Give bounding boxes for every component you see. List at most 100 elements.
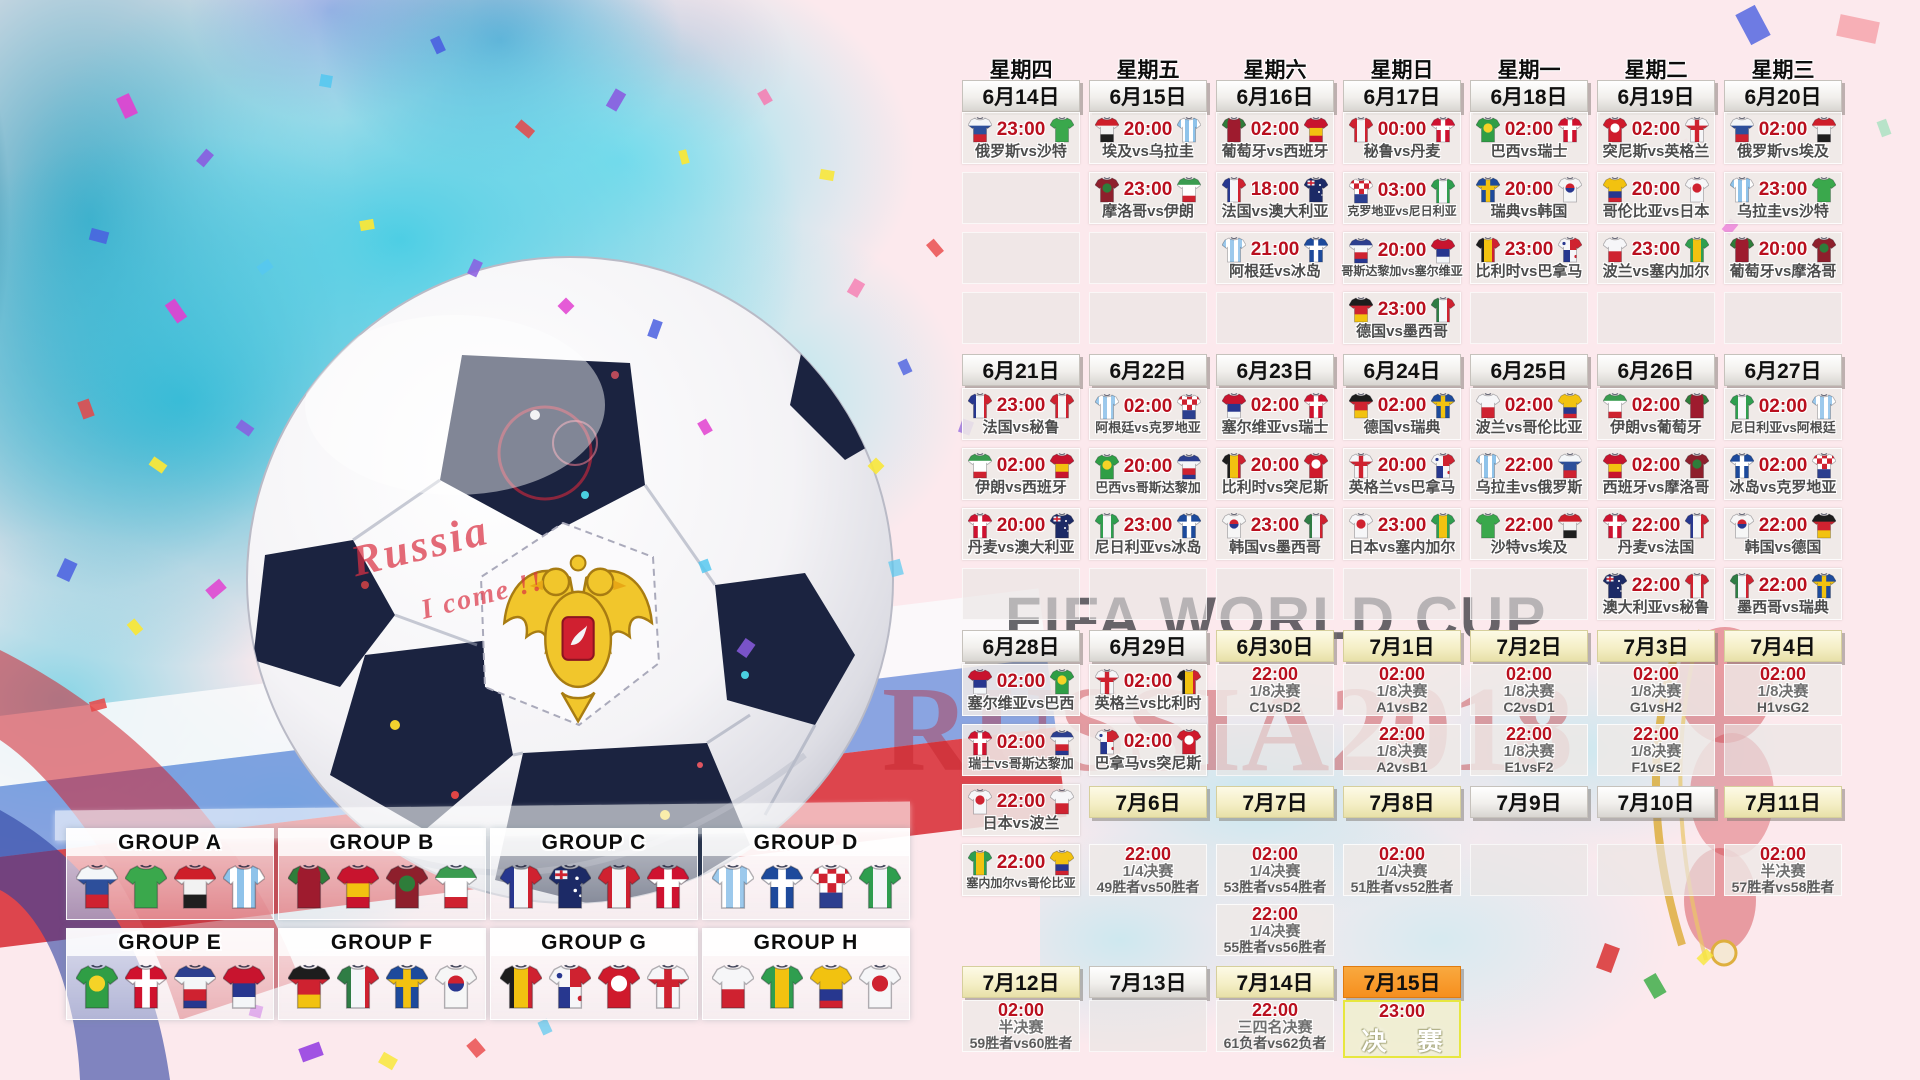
jersey-icon-england [1094,669,1119,695]
match-teams: 塞尔维亚vs瑞士 [1221,418,1329,436]
match-cell: 02:00 波兰vs哥伦比亚 [1470,388,1588,440]
date-button[interactable]: 6月20日 [1724,80,1842,112]
empty-cell [962,568,1080,620]
date-button[interactable]: 7月14日 [1216,966,1334,998]
knockout-cell: 02:00 1/8决赛 G1vsH2 [1597,664,1715,716]
match-teams: 法国vs澳大利亚 [1221,202,1329,220]
match-teams: A1vsB2 [1376,698,1428,715]
jersey-icon-argentina [1094,394,1119,420]
match-time: 22:00 [1758,574,1808,596]
match-teams: 61负者vs62负者 [1223,1034,1327,1051]
match-time: 23:00 [1758,178,1808,200]
date-button[interactable]: 6月15日 [1089,80,1207,112]
knockout-cell: 02:00 半决赛 59胜者vs60胜者 [962,1000,1080,1052]
confetti-piece [678,149,690,165]
knockout-cell: 02:00 1/8决赛 H1vsG2 [1724,664,1842,716]
date-button[interactable]: 7月9日 [1470,786,1588,818]
match-time: 02:00 [1378,664,1426,685]
jersey-icon-peru [1050,393,1075,419]
empty-cell [1724,292,1842,344]
date-button[interactable]: 6月29日 [1089,630,1207,662]
date-button[interactable]: 6月14日 [962,80,1080,112]
date-button[interactable]: 6月26日 [1597,354,1715,386]
jersey-icon-nigeria [1729,394,1754,420]
empty-cell [1597,844,1715,896]
date-button[interactable]: 6月16日 [1216,80,1334,112]
match-teams: 埃及vs乌拉圭 [1102,142,1194,160]
jersey-icon-senegal [1431,513,1456,539]
jersey-icon-iceland [1304,237,1329,263]
date-button[interactable]: 7月15日 [1343,966,1461,998]
date-button[interactable]: 7月13日 [1089,966,1207,998]
confetti-piece [514,119,536,139]
match-cell: 20:00 比利时vs突尼斯 [1216,448,1334,500]
knockout-cell: 22:00 1/8决赛 A2vsB1 [1343,724,1461,776]
stage-label: 三四名决赛 [1237,1019,1313,1037]
group-box-f: GROUP F [278,928,486,1020]
date-button[interactable]: 6月19日 [1597,80,1715,112]
match-time: 03:00 [1377,180,1427,202]
match-teams: 日本vs波兰 [982,814,1060,832]
confetti-piece [757,88,773,106]
date-button[interactable]: 7月7日 [1216,786,1334,818]
confetti-piece [466,1038,486,1058]
date-button[interactable]: 7月3日 [1597,630,1715,662]
date-button[interactable]: 6月24日 [1343,354,1461,386]
jersey-icon-portugal [1729,237,1754,263]
jersey-icon-saudi [1050,117,1075,143]
jersey-icon-poland [1050,789,1075,815]
jersey-icon-denmark [1431,117,1456,143]
date-button[interactable]: 6月28日 [962,630,1080,662]
jersey-icon-senegal [760,964,803,1009]
date-button[interactable]: 7月12日 [962,966,1080,998]
match-time: 22:00 [996,852,1046,874]
group-label: GROUP C [491,829,697,856]
match-teams: 韩国vs德国 [1744,538,1822,556]
jersey-icon-poland [711,964,754,1009]
date-button[interactable]: 7月1日 [1343,630,1461,662]
date-button[interactable]: 7月11日 [1724,786,1842,818]
jersey-icon-costarica [173,964,216,1009]
match-time: 02:00 [1504,394,1554,416]
match-teams: 哥伦比亚vs日本 [1602,202,1710,220]
match-time: 20:00 [1123,455,1173,477]
group-label: GROUP D [703,829,909,856]
jersey-icon-saudi [1475,513,1500,539]
confetti-piece [116,93,138,119]
date-button[interactable]: 6月17日 [1343,80,1461,112]
weekday-label: 星期三 [1751,59,1815,82]
date-button[interactable]: 6月18日 [1470,80,1588,112]
date-button[interactable]: 6月30日 [1216,630,1334,662]
jersey-icon-poland [1602,237,1627,263]
jersey-icon-morocco [385,864,428,909]
date-button[interactable]: 7月4日 [1724,630,1842,662]
date-button[interactable]: 6月22日 [1089,354,1207,386]
date-button[interactable]: 6月27日 [1724,354,1842,386]
jersey-icon-russia [1729,117,1754,143]
date-button[interactable]: 6月21日 [962,354,1080,386]
jersey-icon-poland [1475,393,1500,419]
date-button[interactable]: 6月25日 [1470,354,1588,386]
date-button[interactable]: 6月23日 [1216,354,1334,386]
jersey-icon-costarica [1050,730,1075,756]
match-teams: 波兰vs哥伦比亚 [1475,418,1583,436]
match-time: 22:00 [1251,664,1299,685]
date-button[interactable]: 7月10日 [1597,786,1715,818]
jersey-icon-spain [1304,117,1329,143]
date-button[interactable]: 7月6日 [1089,786,1207,818]
date-button[interactable]: 7月8日 [1343,786,1461,818]
empty-cell [962,292,1080,344]
match-teams: 葡萄牙vs摩洛哥 [1729,262,1837,280]
jersey-icon-nigeria [858,864,901,909]
match-teams: 尼日利亚vs阿根廷 [1730,419,1836,435]
match-cell: 02:00 德国vs瑞典 [1343,388,1461,440]
match-time: 20:00 [1377,454,1427,476]
stage-label: 1/8决赛 [1503,683,1555,701]
date-button[interactable]: 7月2日 [1470,630,1588,662]
jersey-icon-iran [1602,393,1627,419]
empty-cell [1089,232,1207,284]
match-time: 02:00 [1250,394,1300,416]
jersey-icon-mexico [336,964,379,1009]
jersey-icon-brazil [1050,669,1075,695]
stage-label: 1/8决赛 [1630,743,1682,761]
